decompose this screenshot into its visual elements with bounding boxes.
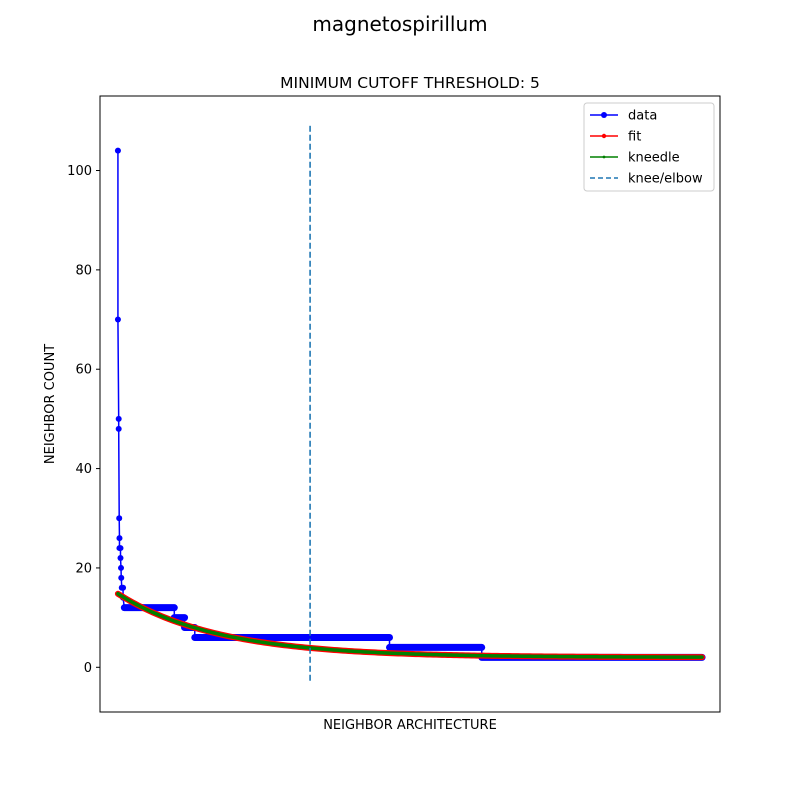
data-point bbox=[118, 564, 125, 571]
data-point bbox=[114, 316, 121, 323]
y-tick-label: 60 bbox=[75, 363, 92, 378]
y-tick-label: 0 bbox=[84, 661, 92, 676]
data-point bbox=[116, 535, 123, 542]
y-axis-ticks: 0 20 40 60 80 100 bbox=[67, 164, 100, 676]
data-point bbox=[120, 584, 127, 591]
legend-label: kneedle bbox=[628, 151, 680, 166]
x-axis-label: NEIGHBOR ARCHITECTURE bbox=[323, 718, 497, 733]
data-point bbox=[117, 545, 124, 552]
legend-box bbox=[583, 102, 715, 192]
legend: data fit kneedle knee/elbow bbox=[583, 102, 715, 192]
legend-marker bbox=[601, 133, 607, 139]
y-tick-label: 80 bbox=[75, 263, 92, 278]
legend-marker bbox=[602, 155, 606, 159]
data-point bbox=[116, 515, 123, 522]
y-tick-label: 20 bbox=[75, 561, 92, 576]
data-point bbox=[115, 415, 122, 422]
figure-suptitle: magnetospirillum bbox=[312, 12, 487, 36]
kneedle-line bbox=[116, 592, 704, 659]
y-axis-label: NEIGHBOR COUNT bbox=[43, 344, 58, 464]
legend-label: knee/elbow bbox=[628, 172, 703, 187]
chart-title: MINIMUM CUTOFF THRESHOLD: 5 bbox=[280, 74, 540, 92]
data-point bbox=[114, 147, 121, 154]
data-point bbox=[117, 555, 124, 561]
data-point bbox=[115, 425, 122, 432]
y-tick-label: 40 bbox=[75, 462, 92, 477]
y-tick-label: 100 bbox=[67, 164, 92, 179]
legend-label: fit bbox=[628, 130, 641, 145]
axes-frame bbox=[99, 95, 721, 713]
data-point bbox=[118, 574, 125, 581]
plot-marks bbox=[114, 125, 706, 683]
legend-marker bbox=[601, 112, 607, 118]
legend-label: data bbox=[628, 109, 657, 124]
plot-area bbox=[100, 96, 720, 712]
